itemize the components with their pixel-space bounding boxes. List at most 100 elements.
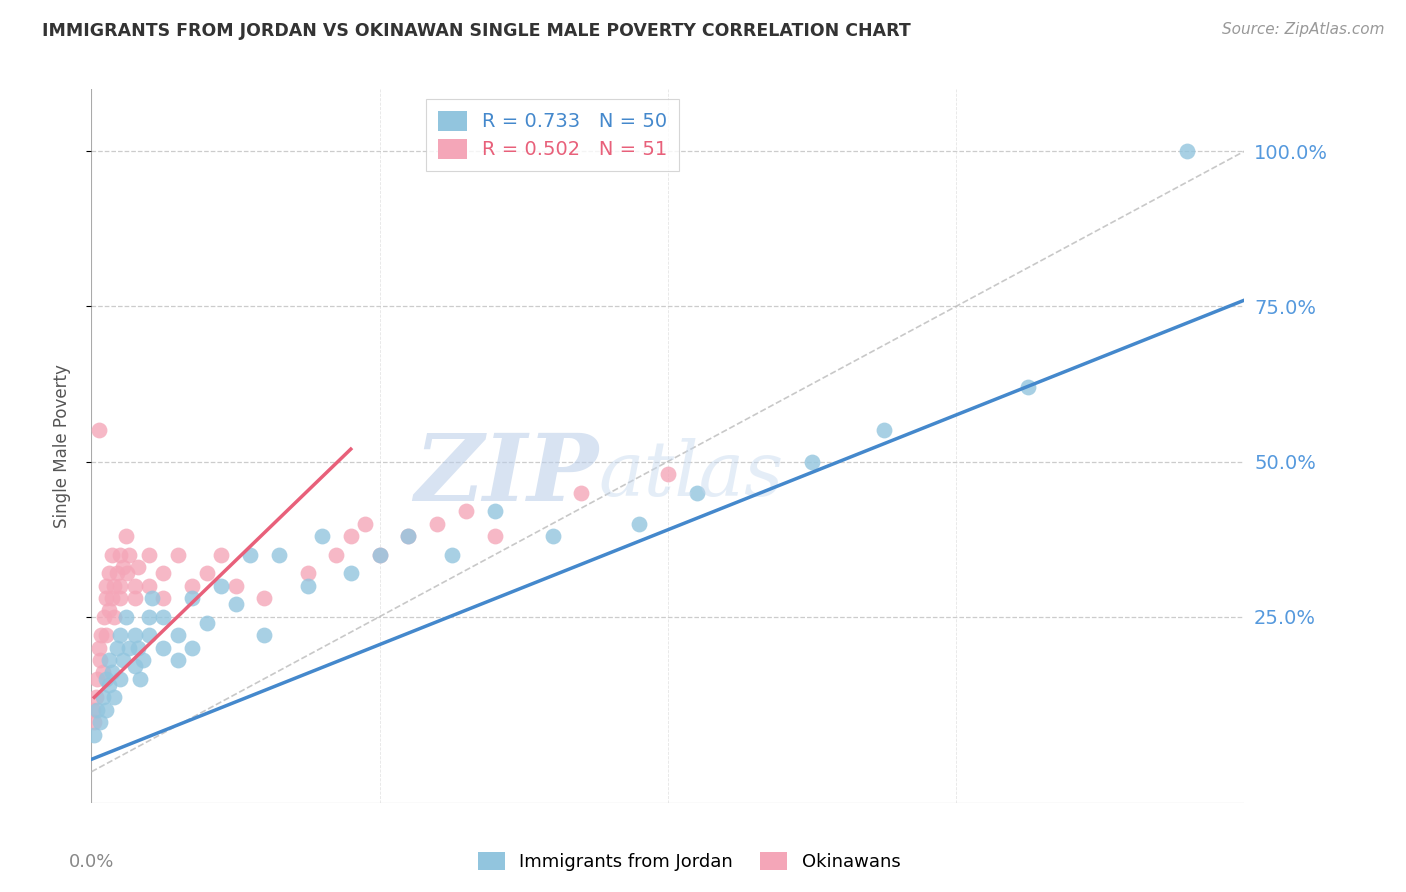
Point: [195, 615, 218, 630]
Text: Source: ZipAtlas.com: Source: ZipAtlas.com: [1222, 22, 1385, 37]
Point: [657, 467, 679, 481]
Point: [325, 548, 347, 562]
Point: [368, 548, 391, 562]
Point: [368, 548, 391, 562]
Point: [225, 597, 247, 611]
Point: [541, 529, 564, 543]
Point: [97, 653, 120, 667]
Point: [166, 628, 188, 642]
Point: [94, 591, 117, 605]
Point: [115, 609, 138, 624]
Point: [83, 715, 105, 730]
Point: [484, 529, 506, 543]
Point: [396, 529, 419, 543]
Point: [181, 579, 204, 593]
Point: [627, 516, 650, 531]
Point: [267, 548, 290, 562]
Point: [138, 579, 160, 593]
Point: [138, 628, 160, 642]
Point: [97, 603, 120, 617]
Point: [105, 566, 128, 581]
Point: [152, 591, 174, 605]
Point: [225, 579, 247, 593]
Point: [129, 672, 152, 686]
Point: [127, 560, 149, 574]
Point: [138, 609, 160, 624]
Point: [396, 529, 419, 543]
Point: [209, 579, 232, 593]
Point: [87, 640, 110, 655]
Point: [100, 548, 122, 562]
Point: [94, 703, 117, 717]
Point: [686, 485, 709, 500]
Point: [105, 640, 128, 655]
Point: [1017, 380, 1039, 394]
Point: [94, 672, 117, 686]
Point: [103, 690, 125, 705]
Point: [103, 609, 125, 624]
Point: [90, 628, 112, 642]
Point: [339, 529, 361, 543]
Point: [100, 665, 122, 680]
Point: [253, 628, 276, 642]
Point: [239, 548, 262, 562]
Text: atlas: atlas: [599, 438, 785, 511]
Point: [426, 516, 449, 531]
Point: [118, 640, 141, 655]
Point: [124, 628, 146, 642]
Point: [166, 548, 188, 562]
Point: [87, 424, 110, 438]
Point: [132, 653, 155, 667]
Point: [141, 591, 163, 605]
Point: [110, 579, 132, 593]
Point: [801, 454, 824, 468]
Point: [571, 485, 593, 500]
Point: [115, 529, 138, 543]
Point: [118, 548, 141, 562]
Point: [93, 609, 115, 624]
Text: IMMIGRANTS FROM JORDAN VS OKINAWAN SINGLE MALE POVERTY CORRELATION CHART: IMMIGRANTS FROM JORDAN VS OKINAWAN SINGL…: [42, 22, 911, 40]
Point: [124, 579, 146, 593]
Point: [181, 640, 204, 655]
Point: [484, 504, 506, 518]
Point: [152, 566, 174, 581]
Point: [110, 591, 132, 605]
Point: [181, 591, 204, 605]
Point: [124, 659, 146, 673]
Point: [112, 560, 135, 574]
Point: [82, 703, 104, 717]
Point: [86, 703, 108, 717]
Point: [253, 591, 276, 605]
Point: [100, 591, 122, 605]
Point: [297, 566, 319, 581]
Point: [91, 665, 114, 680]
Text: 0.0%: 0.0%: [69, 853, 114, 871]
Point: [94, 628, 117, 642]
Point: [124, 591, 146, 605]
Point: [339, 566, 361, 581]
Point: [89, 653, 111, 667]
Point: [83, 727, 105, 741]
Point: [454, 504, 477, 518]
Point: [103, 579, 125, 593]
Point: [440, 548, 463, 562]
Point: [84, 690, 107, 705]
Point: [110, 628, 132, 642]
Point: [138, 548, 160, 562]
Legend: R = 0.733   N = 50, R = 0.502   N = 51: R = 0.733 N = 50, R = 0.502 N = 51: [426, 99, 679, 171]
Point: [297, 579, 319, 593]
Legend: Immigrants from Jordan, Okinawans: Immigrants from Jordan, Okinawans: [471, 845, 907, 879]
Text: ZIP: ZIP: [415, 430, 599, 519]
Point: [195, 566, 218, 581]
Point: [89, 715, 111, 730]
Point: [94, 579, 117, 593]
Point: [209, 548, 232, 562]
Point: [86, 672, 108, 686]
Point: [91, 690, 114, 705]
Point: [97, 678, 120, 692]
Y-axis label: Single Male Poverty: Single Male Poverty: [52, 364, 70, 528]
Point: [166, 653, 188, 667]
Point: [112, 653, 135, 667]
Point: [311, 529, 333, 543]
Point: [127, 640, 149, 655]
